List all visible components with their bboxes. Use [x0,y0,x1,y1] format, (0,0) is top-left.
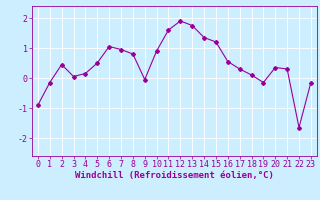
X-axis label: Windchill (Refroidissement éolien,°C): Windchill (Refroidissement éolien,°C) [75,171,274,180]
